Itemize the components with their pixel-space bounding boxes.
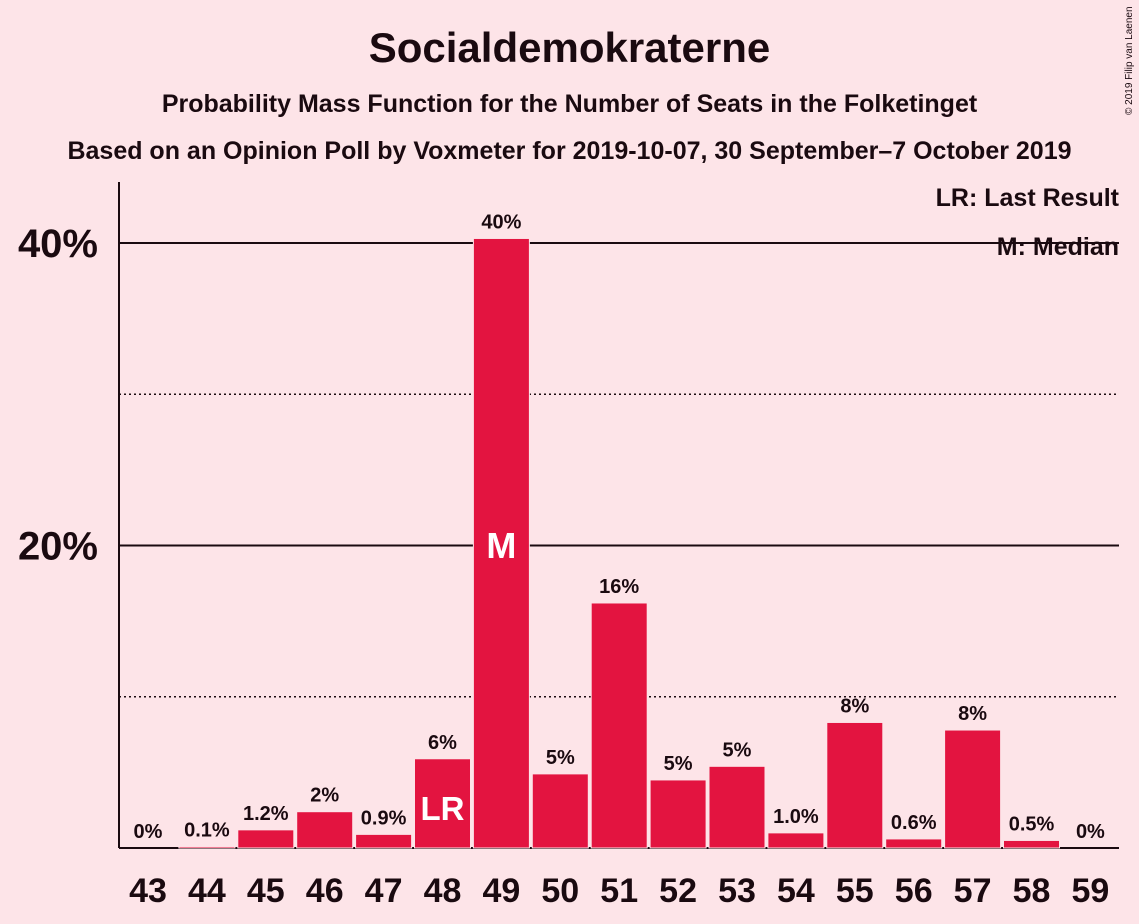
x-tick-label: 50 bbox=[541, 872, 579, 910]
legend-last-result: LR: Last Result bbox=[935, 184, 1119, 212]
bar bbox=[649, 779, 707, 849]
bar bbox=[237, 829, 295, 849]
data-label: 0% bbox=[134, 821, 163, 843]
data-label: 40% bbox=[481, 211, 521, 233]
bar bbox=[355, 833, 413, 849]
bar bbox=[767, 832, 825, 849]
x-tick-label: 43 bbox=[129, 872, 167, 910]
x-tick-label: 51 bbox=[600, 872, 638, 910]
data-label: 8% bbox=[840, 695, 869, 717]
data-label: 5% bbox=[723, 739, 752, 761]
data-label: 1.0% bbox=[773, 806, 819, 828]
bar bbox=[1003, 839, 1060, 849]
x-tick-label: 49 bbox=[482, 872, 520, 910]
bar bbox=[944, 729, 1002, 849]
chart-title: Socialdemokraterne bbox=[368, 24, 771, 71]
x-tick-label: 57 bbox=[954, 872, 992, 910]
data-label: 8% bbox=[958, 703, 987, 725]
last-result-marker: LR bbox=[421, 790, 465, 827]
median-marker: M bbox=[486, 525, 516, 566]
x-tick-label: 53 bbox=[718, 872, 756, 910]
x-tick-label: 44 bbox=[188, 872, 226, 910]
bar bbox=[472, 237, 530, 849]
data-label: 1.2% bbox=[243, 803, 289, 825]
x-tick-label: 45 bbox=[247, 872, 285, 910]
x-tick-label: 47 bbox=[365, 872, 403, 910]
data-label: 5% bbox=[664, 753, 693, 775]
x-tick-label: 46 bbox=[306, 872, 344, 910]
y-tick-label: 20% bbox=[18, 525, 98, 569]
bar bbox=[590, 602, 648, 849]
data-label: 2% bbox=[310, 785, 339, 807]
bar bbox=[885, 838, 943, 849]
y-tick-label: 40% bbox=[18, 222, 98, 266]
data-label: 0.5% bbox=[1009, 813, 1055, 835]
data-label: 0% bbox=[1076, 821, 1105, 843]
x-tick-label: 56 bbox=[895, 872, 933, 910]
chart-source-subtitle: Based on an Opinion Poll by Voxmeter for… bbox=[67, 137, 1072, 165]
bar bbox=[414, 758, 471, 849]
data-label: 5% bbox=[546, 747, 575, 769]
x-tick-label: 59 bbox=[1071, 872, 1109, 910]
bar bbox=[531, 773, 589, 849]
x-tick-label: 48 bbox=[424, 872, 462, 910]
x-tick-label: 55 bbox=[836, 872, 874, 910]
bar bbox=[826, 721, 884, 849]
data-label: 16% bbox=[599, 576, 639, 598]
data-label: 0.1% bbox=[184, 819, 230, 841]
bar bbox=[178, 845, 236, 849]
data-label: 0.6% bbox=[891, 812, 937, 834]
data-label: 0.9% bbox=[361, 807, 407, 829]
chart-subtitle: Probability Mass Function for the Number… bbox=[161, 90, 978, 118]
x-tick-label: 58 bbox=[1013, 872, 1051, 910]
bar bbox=[708, 765, 766, 849]
data-label: 6% bbox=[428, 732, 457, 754]
legend-median: M: Median bbox=[996, 233, 1119, 261]
bar bbox=[296, 811, 354, 849]
x-tick-label: 54 bbox=[777, 872, 815, 910]
x-tick-label: 52 bbox=[659, 872, 697, 910]
